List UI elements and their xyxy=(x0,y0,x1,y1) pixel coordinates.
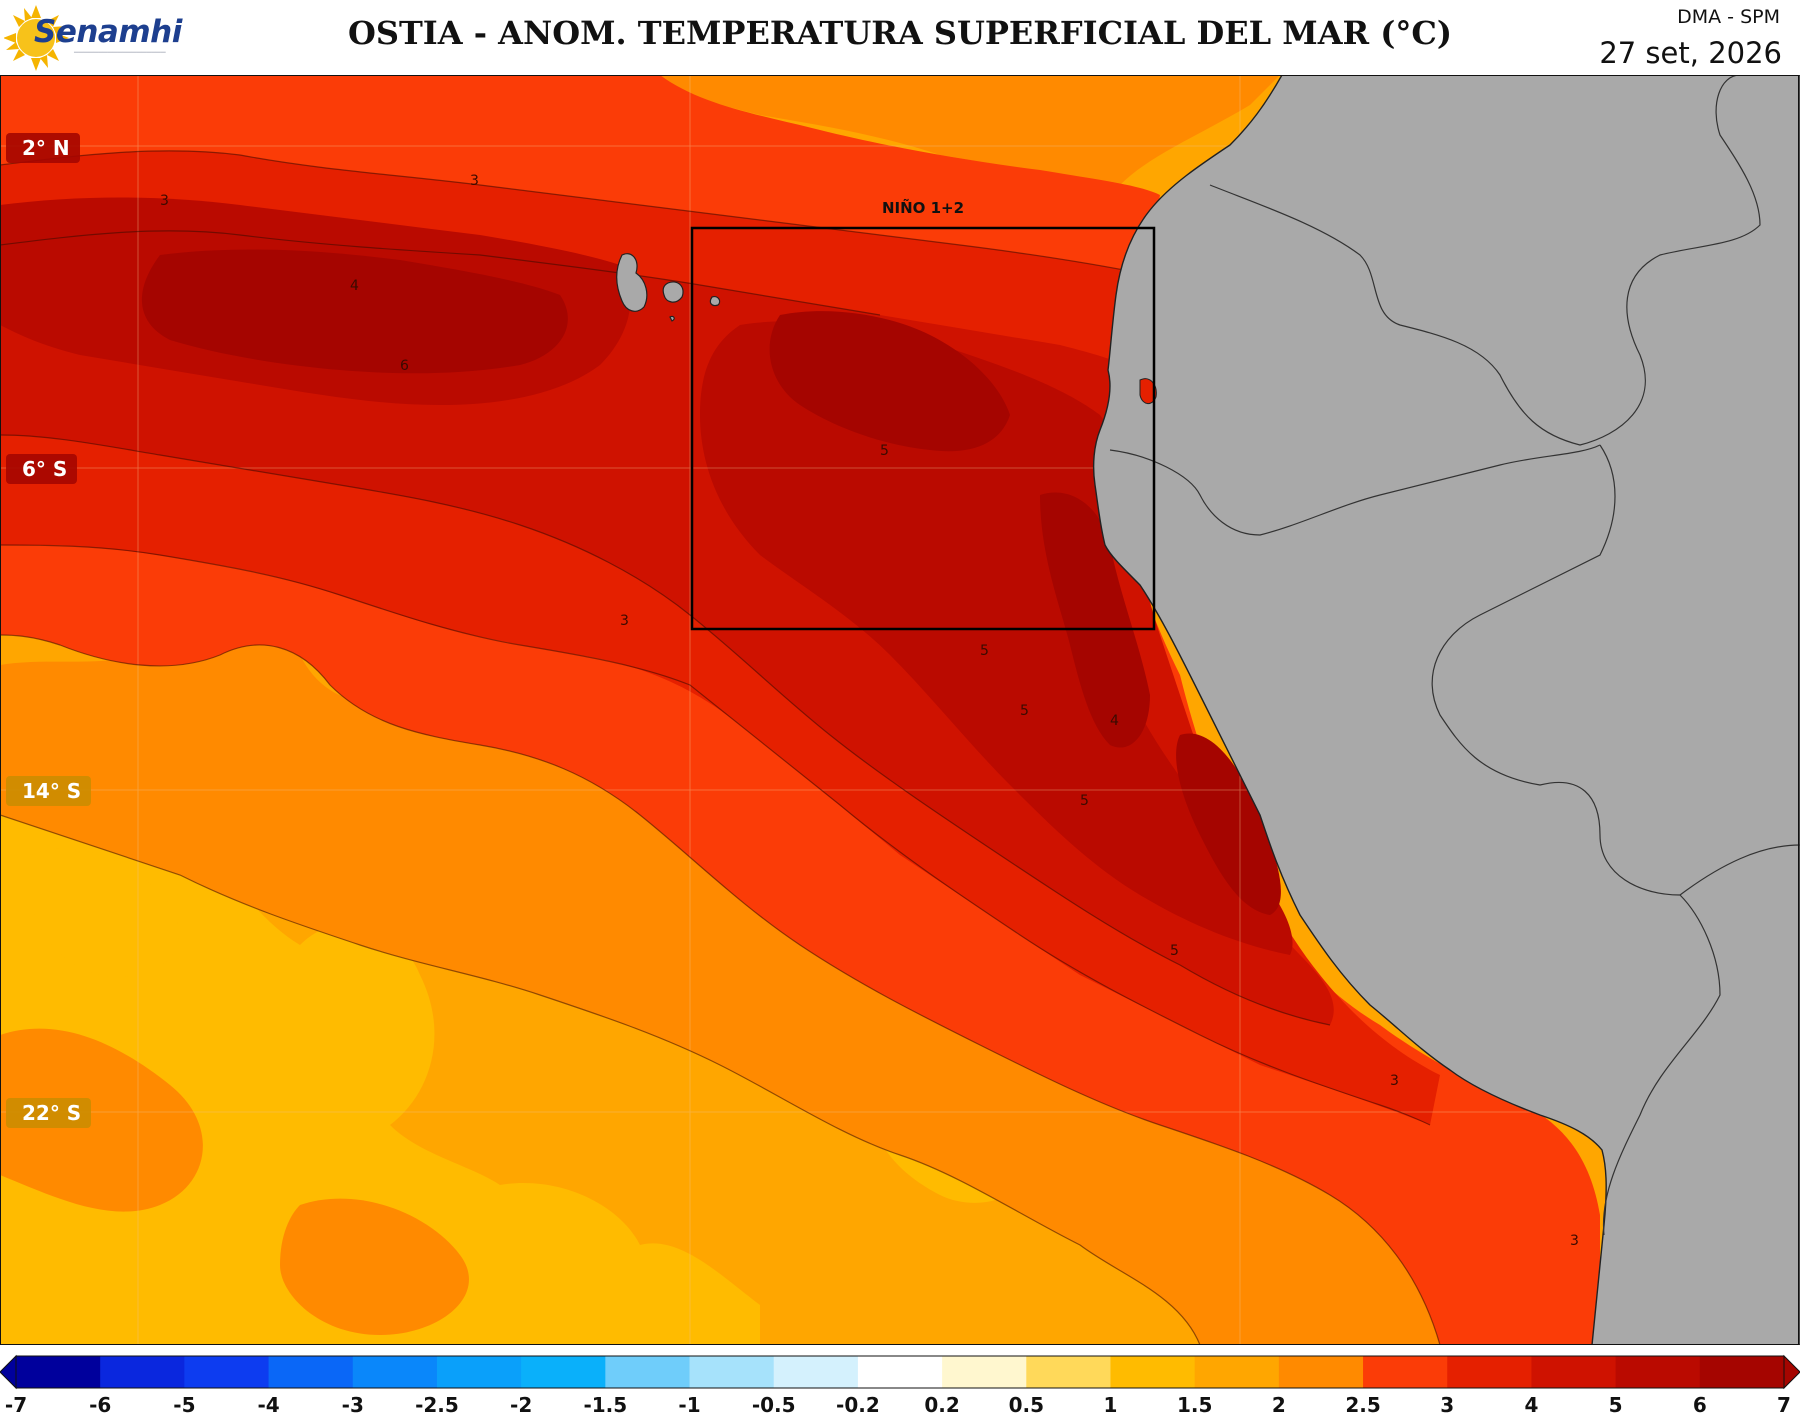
colorbar-swatch xyxy=(1278,1356,1364,1388)
colorbar-tick-label: 6 xyxy=(1692,1393,1707,1417)
nino-1-2-label: NIÑO 1+2 xyxy=(882,198,964,217)
latitude-label-6s: 6° S xyxy=(6,454,78,484)
nino-1-2-region-box xyxy=(690,226,1156,631)
colorbar-tick-label: -1.5 xyxy=(583,1393,628,1417)
sun-icon xyxy=(4,5,69,71)
colorbar-labels: -7 -6 -5 -4 -3 -2.5 -2 -1.5 -1 -0.5 -0.2 0.2 0.5 1 1.5… xyxy=(0,1393,1800,1421)
logo-text: Senamhi xyxy=(34,14,182,50)
map-canvas: 3 3 4 6 3 5 5 5 4 5 6 5 3 3 xyxy=(0,75,1800,1345)
colorbar-swatch xyxy=(100,1356,185,1388)
contour-label: 3 xyxy=(620,613,629,629)
colorbar-swatch xyxy=(1110,1356,1196,1388)
colorbar-swatch xyxy=(1447,1356,1532,1388)
galapagos-islands xyxy=(616,253,721,322)
colorbar-tick-label: -5 xyxy=(173,1393,196,1417)
contour-label: 6 xyxy=(400,358,409,374)
colorbar-tick-label: 1 xyxy=(1103,1393,1118,1417)
gulf-of-guayaquil xyxy=(1139,378,1157,404)
senamhi-logo: Senamhi ━━━━━━━━━━━━━━━━━━━ xyxy=(4,0,194,75)
contour-label: 3 xyxy=(1570,1233,1579,1249)
colorbar-tick-label: 2.5 xyxy=(1345,1393,1381,1417)
colorbar-min-arrow xyxy=(0,1354,17,1390)
header: Senamhi ━━━━━━━━━━━━━━━━━━━ OSTIA - ANOM… xyxy=(0,0,1800,75)
colorbar xyxy=(0,1354,1800,1390)
colorbar-swatch xyxy=(689,1356,775,1388)
colorbar-swatch xyxy=(773,1356,859,1388)
colorbar-tick-label: 4 xyxy=(1524,1393,1539,1417)
colorbar-tick-label: -7 xyxy=(4,1393,28,1417)
colorbar-swatch xyxy=(1531,1356,1617,1388)
anomaly-max-core-4 xyxy=(1176,733,1281,915)
colorbar-tick-label: -1 xyxy=(678,1393,701,1417)
map-date: 27 set, 2026 xyxy=(1599,36,1782,70)
colorbar-tick-label: 3 xyxy=(1440,1393,1455,1417)
contour-label: 5 xyxy=(1170,943,1179,959)
contour-label: 5 xyxy=(980,643,989,659)
colorbar-swatch xyxy=(352,1356,438,1388)
anomaly-band-6-7-niño xyxy=(700,321,1293,955)
colorbar-tick-label: -6 xyxy=(89,1393,112,1417)
colorbar-swatch xyxy=(942,1356,1027,1388)
anomaly-band-2-5-3-north xyxy=(660,75,1280,185)
contour-lines xyxy=(0,150,1441,1345)
colorbar-tick-label: 7 xyxy=(1777,1393,1791,1417)
contour-label: 5 xyxy=(1080,793,1089,809)
contour-label: 3 xyxy=(470,173,479,189)
colorbar-swatch xyxy=(1363,1356,1448,1388)
colorbar-tick-label: -2 xyxy=(510,1393,533,1417)
logo-subtitle: ━━━━━━━━━━━━━━━━━━━ xyxy=(74,48,166,57)
colorbar-tick-label: -2.5 xyxy=(415,1393,459,1417)
colorbar-max-arrow xyxy=(1783,1354,1800,1390)
anomaly-max-core-3 xyxy=(1040,492,1150,748)
anomaly-band-1-5-2b xyxy=(28,848,180,977)
colorbar-tick-label: -0.2 xyxy=(836,1393,880,1417)
contour-label: 3 xyxy=(160,193,169,209)
colorbar-swatch xyxy=(268,1356,354,1388)
map-title: OSTIA - ANOM. TEMPERATURA SUPERFICIAL DE… xyxy=(347,14,1452,52)
anomaly-band-2-5-3 xyxy=(0,617,1440,1345)
colorbar-tick-label: 2 xyxy=(1271,1393,1286,1417)
colorbar-tick-label: -4 xyxy=(257,1393,280,1417)
anomaly-max-core xyxy=(141,249,568,374)
colorbar-swatch xyxy=(605,1356,691,1388)
anomaly-band-1-5-2 xyxy=(0,773,760,1345)
colorbar-tick-label: -3 xyxy=(341,1393,364,1417)
colorbar-swatch xyxy=(1026,1356,1111,1388)
contour-label: 5 xyxy=(1020,703,1029,719)
colorbar-tick-label: 0.5 xyxy=(1008,1393,1044,1417)
latitude-label-22s: 22° S xyxy=(6,1098,92,1128)
anomaly-max-core-2 xyxy=(769,311,1010,452)
colorbar-swatch xyxy=(1194,1356,1280,1388)
colorbar-tick-label: 5 xyxy=(1608,1393,1623,1417)
colorbar-tick-label: 0.2 xyxy=(924,1393,960,1417)
anomaly-band-2-5-3-south xyxy=(280,1198,469,1335)
colorbar-swatch xyxy=(436,1356,522,1388)
contour-label: 4 xyxy=(350,278,359,294)
colorbar-swatch xyxy=(1615,1356,1701,1388)
colorbar-swatch xyxy=(16,1356,101,1388)
colorbar-tick-label: -0.5 xyxy=(751,1393,796,1417)
south-america-land xyxy=(1092,75,1800,1345)
colorbar-tick-label: 1.5 xyxy=(1176,1393,1213,1417)
contour-label: 4 xyxy=(1110,713,1119,729)
colorbar-swatch xyxy=(184,1356,270,1388)
anomaly-band-2-5-3-west xyxy=(0,1028,203,1212)
contour-label: 3 xyxy=(1390,1073,1399,1089)
contour-label: 5 xyxy=(880,443,889,459)
colorbar-swatch xyxy=(1699,1356,1785,1388)
agency-label: DMA - SPM xyxy=(1677,6,1780,28)
latitude-label-2n: 2° N xyxy=(6,133,80,163)
colorbar-swatch xyxy=(857,1356,943,1388)
sst-anomaly-map: 3 3 4 6 3 5 5 5 4 5 6 5 3 3 xyxy=(0,75,1800,1345)
colorbar-swatch xyxy=(521,1356,606,1388)
country-borders xyxy=(1109,75,1800,1236)
latitude-label-14s: 14° S xyxy=(6,776,92,806)
colorbar-frame xyxy=(15,1355,1785,1389)
